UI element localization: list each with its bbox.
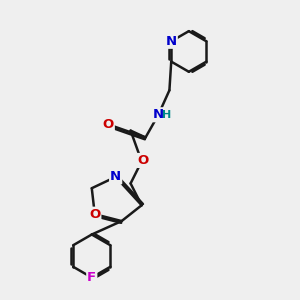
Text: F: F [87,271,96,284]
Text: O: O [103,118,114,130]
Text: N: N [110,170,121,183]
Text: N: N [153,108,164,121]
Text: O: O [89,208,100,221]
Text: N: N [166,35,177,48]
Text: H: H [162,110,171,120]
Text: O: O [137,154,149,167]
